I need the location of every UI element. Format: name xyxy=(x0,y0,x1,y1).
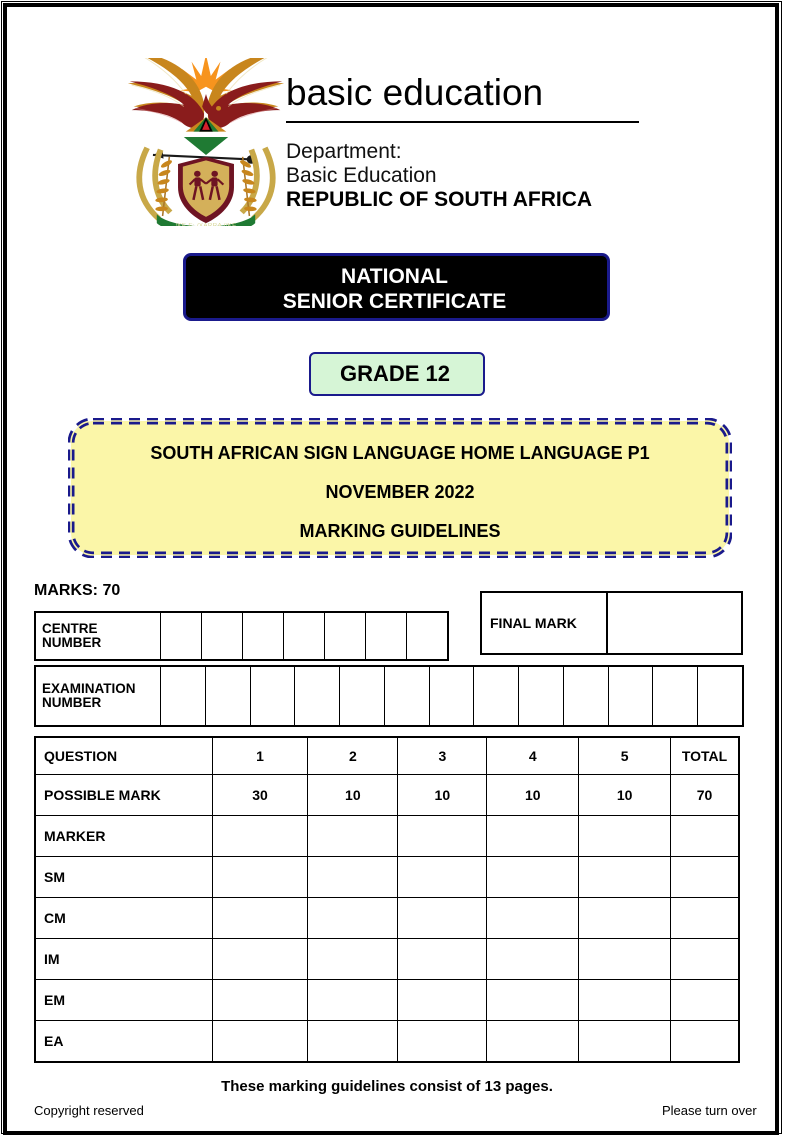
svg-text:!KE E: /XARRA //KE: !KE E: /XARRA //KE xyxy=(175,223,236,226)
